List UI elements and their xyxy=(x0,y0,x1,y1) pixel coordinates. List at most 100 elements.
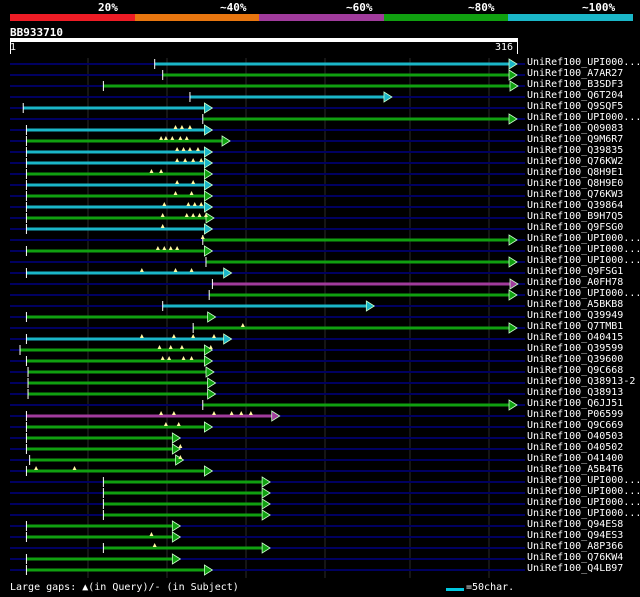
gap-marker-icon xyxy=(159,136,164,140)
hit-arrow-icon xyxy=(207,377,217,389)
gap-marker-icon xyxy=(34,466,39,470)
gap-marker-icon xyxy=(163,136,168,140)
hit-label[interactable]: UniRef100_Q7TMB1 xyxy=(527,321,624,332)
hit-label[interactable]: UniRef100_UPI000... xyxy=(527,233,640,244)
hit-label[interactable]: UniRef100_Q39599 xyxy=(527,343,624,354)
query-end-tick xyxy=(517,40,518,54)
hit-arrow-icon xyxy=(261,487,271,499)
hit-label[interactable]: UniRef100_UPI000... xyxy=(527,508,640,519)
hit-label[interactable]: UniRef100_UPI000... xyxy=(527,57,640,68)
hit-label[interactable]: UniRef100_Q9FSG0 xyxy=(527,222,624,233)
gap-marker-icon xyxy=(155,246,160,250)
gap-marker-icon xyxy=(175,147,180,151)
hit-label[interactable]: UniRef100_Q76KW4 xyxy=(527,552,624,563)
scale-label-2: ~40% xyxy=(220,1,247,14)
hit-arrow-icon xyxy=(203,168,214,180)
hit-arrow-icon xyxy=(223,333,233,345)
gap-marker-icon xyxy=(168,345,173,349)
gap-marker-icon xyxy=(149,532,154,536)
gap-marker-icon xyxy=(72,466,77,470)
hit-label[interactable]: UniRef100_Q39864 xyxy=(527,200,624,211)
hit-arrow-icon xyxy=(509,278,519,290)
hit-label[interactable]: UniRef100_UPI000... xyxy=(527,486,640,497)
hit-label[interactable]: UniRef100_B9H7Q5 xyxy=(527,211,624,222)
hit-label[interactable]: UniRef100_Q9C669 xyxy=(527,420,624,431)
hit-label[interactable]: UniRef100_B3SDF3 xyxy=(527,79,624,90)
hit-label[interactable]: UniRef100_A5BKB8 xyxy=(527,299,624,310)
gap-marker-icon xyxy=(195,147,200,151)
gap-marker-icon xyxy=(191,213,196,217)
hit-label[interactable]: UniRef100_Q94ES3 xyxy=(527,530,624,541)
hit-arrow-icon xyxy=(365,300,376,312)
query-id: BB933710 xyxy=(10,26,63,39)
hit-label[interactable]: UniRef100_UPI000... xyxy=(527,255,640,266)
hit-label[interactable]: UniRef100_Q39949 xyxy=(527,310,624,321)
hit-arrow-icon xyxy=(203,124,214,136)
hit-label[interactable]: UniRef100_UPI000... xyxy=(527,244,640,255)
hit-label[interactable]: UniRef100_A5B4T6 xyxy=(527,464,624,475)
hit-label[interactable]: UniRef100_Q76KW2 xyxy=(527,156,624,167)
hit-label[interactable]: UniRef100_Q4LB97 xyxy=(527,563,624,574)
scale-legend-bar xyxy=(446,588,464,591)
hit-arrow-icon xyxy=(205,212,215,224)
scale-segment-4 xyxy=(383,14,508,21)
hit-arrow-icon xyxy=(207,388,217,400)
gap-marker-icon xyxy=(160,224,165,228)
hit-label[interactable]: UniRef100_O40415 xyxy=(527,332,624,343)
hit-label[interactable]: UniRef100_Q76KW3 xyxy=(527,189,624,200)
gap-marker-icon xyxy=(173,191,178,195)
hit-label[interactable]: UniRef100_A7AR27 xyxy=(527,68,624,79)
hit-label[interactable]: UniRef100_O40503 xyxy=(527,431,624,442)
hit-label[interactable]: UniRef100_UPI000... xyxy=(527,112,640,123)
hit-label[interactable]: UniRef100_Q9SQF5 xyxy=(527,101,624,112)
gap-marker-icon xyxy=(212,411,216,415)
hit-arrow-icon xyxy=(171,531,182,543)
hit-arrow-icon xyxy=(261,498,271,510)
hit-label[interactable]: UniRef100_A0FH78 xyxy=(527,277,624,288)
hit-arrow-icon xyxy=(203,564,214,576)
hit-label[interactable]: UniRef100_Q39835 xyxy=(527,145,624,156)
hit-label[interactable]: UniRef100_UPI000... xyxy=(527,475,640,486)
hit-label[interactable]: UniRef100_Q6JJ51 xyxy=(527,398,624,409)
scale-label-5: ~100% xyxy=(582,1,616,14)
hit-arrow-icon xyxy=(203,344,214,356)
hit-label[interactable]: UniRef100_O40502 xyxy=(527,442,624,453)
hit-label[interactable]: UniRef100_O41400 xyxy=(527,453,624,464)
hit-label[interactable]: UniRef100_Q9C668 xyxy=(527,365,624,376)
hit-label[interactable]: UniRef100_UPI000... xyxy=(527,497,640,508)
gap-marker-icon xyxy=(187,147,192,151)
gap-marker-icon xyxy=(176,422,181,426)
hit-arrow-icon xyxy=(221,135,231,147)
hit-label[interactable]: UniRef100_Q6T204 xyxy=(527,90,624,101)
hit-label[interactable]: UniRef100_Q9M6R7 xyxy=(527,134,624,145)
hit-label[interactable]: UniRef100_A8P366 xyxy=(527,541,624,552)
hit-arrow-icon xyxy=(261,542,271,554)
hit-label[interactable]: UniRef100_UPI000... xyxy=(527,288,640,299)
gap-marker-icon xyxy=(200,235,205,239)
hit-label[interactable]: UniRef100_Q9FSG1 xyxy=(527,266,624,277)
hit-arrow-icon xyxy=(171,443,182,455)
hit-arrow-icon xyxy=(171,432,182,444)
hit-arrow-icon xyxy=(207,311,217,323)
hit-arrow-icon xyxy=(508,113,518,125)
gap-marker-icon xyxy=(178,444,183,448)
hit-arrow-icon xyxy=(261,476,271,488)
hit-label[interactable]: UniRef100_Q38913-2 xyxy=(527,376,636,387)
hit-label[interactable]: UniRef100_Q94ES8 xyxy=(527,519,624,530)
scale-label-4: ~80% xyxy=(468,1,495,14)
hit-label[interactable]: UniRef100_Q38913 xyxy=(527,387,624,398)
hit-label[interactable]: UniRef100_Q8H9E0 xyxy=(527,178,624,189)
gap-marker-icon xyxy=(179,345,184,349)
hit-arrow-icon xyxy=(171,553,182,565)
hit-label[interactable]: UniRef100_Q39600 xyxy=(527,354,624,365)
hit-label[interactable]: UniRef100_Q09083 xyxy=(527,123,624,134)
hit-label[interactable]: UniRef100_P06599 xyxy=(527,409,624,420)
hit-arrow-icon xyxy=(508,256,518,268)
hit-arrow-icon xyxy=(203,179,214,191)
hit-label[interactable]: UniRef100_Q8H9E1 xyxy=(527,167,624,178)
hit-arrow-icon xyxy=(261,509,271,521)
gap-marker-icon xyxy=(248,411,253,415)
gap-marker-icon xyxy=(159,411,164,415)
query-start-tick xyxy=(10,40,11,54)
gap-marker-icon xyxy=(184,213,189,217)
